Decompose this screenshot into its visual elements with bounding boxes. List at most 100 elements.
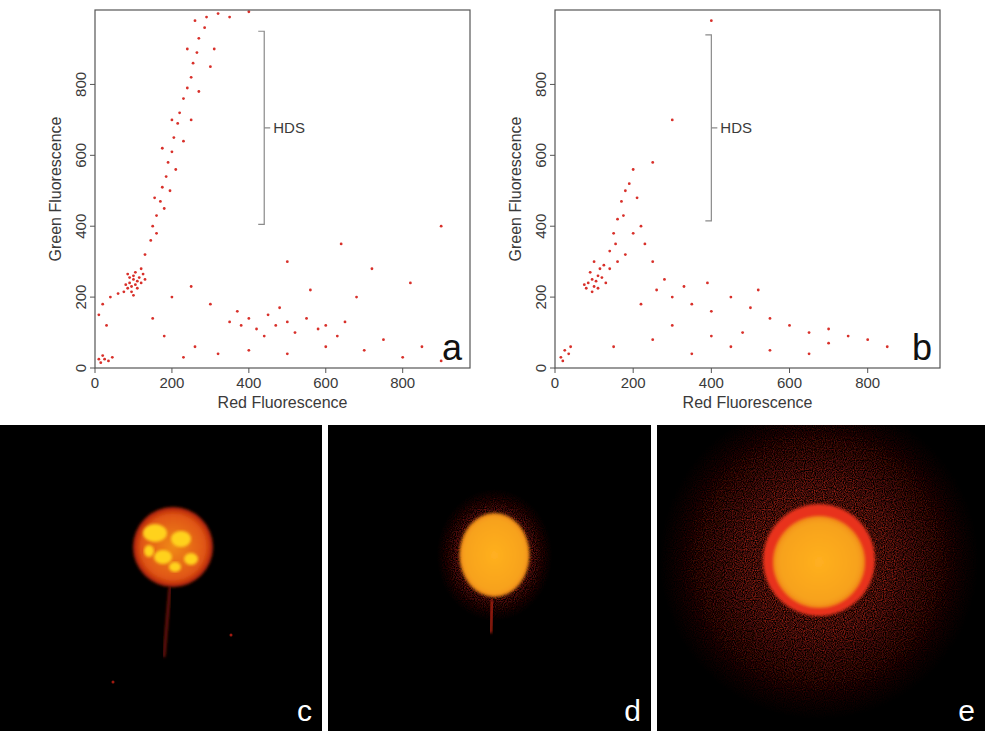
y-tick-label: 400: [532, 214, 549, 239]
point: [126, 273, 129, 276]
x-tick: [171, 368, 172, 373]
point: [144, 253, 147, 256]
x-tick-label: 0: [551, 374, 559, 391]
point: [655, 289, 658, 292]
chart: 02004006008000200400600800Red Fluorescen…: [47, 10, 470, 411]
point: [593, 260, 596, 263]
point: [122, 290, 125, 293]
point: [286, 352, 289, 355]
point: [671, 118, 674, 121]
cell-nucleus: [133, 507, 213, 587]
point: [827, 328, 830, 331]
point: [126, 287, 129, 290]
point: [663, 278, 666, 281]
point: [190, 118, 193, 121]
point: [886, 345, 889, 348]
x-tick: [95, 368, 96, 373]
panel-label: d: [624, 694, 641, 727]
point: [286, 321, 289, 324]
point: [101, 354, 104, 357]
point: [608, 267, 611, 270]
x-tick-label: 0: [91, 374, 99, 391]
point: [624, 189, 627, 192]
point: [336, 335, 339, 338]
point: [236, 310, 239, 313]
nucleus: [773, 516, 865, 608]
point: [153, 196, 156, 199]
point: [190, 285, 193, 288]
annotation: HDS: [273, 119, 305, 136]
point: [651, 338, 654, 341]
x-tick-label: 200: [159, 374, 184, 391]
bracket: [705, 35, 717, 221]
point: [421, 345, 424, 348]
point: [132, 278, 135, 281]
x-tick: [555, 368, 556, 373]
tail: [491, 600, 493, 633]
x-tick: [789, 368, 790, 373]
point: [371, 267, 374, 270]
speck: [230, 634, 233, 637]
point: [228, 321, 231, 324]
point: [169, 189, 172, 192]
point: [616, 260, 619, 263]
point: [134, 283, 137, 286]
halo: [659, 425, 979, 720]
point: [159, 200, 162, 203]
point: [247, 317, 250, 320]
point: [640, 303, 643, 306]
point: [567, 352, 570, 355]
point: [309, 289, 312, 292]
point: [190, 76, 193, 79]
point: [632, 168, 635, 171]
y-tick-label: 400: [72, 214, 89, 239]
point: [591, 278, 594, 281]
point: [440, 225, 443, 228]
point: [569, 345, 572, 348]
y-tick: [550, 297, 555, 298]
x-tick-label: 400: [699, 374, 724, 391]
point: [788, 324, 791, 327]
point: [643, 243, 646, 246]
y-tick-label: 600: [72, 143, 89, 168]
point: [671, 296, 674, 299]
point: [591, 290, 594, 293]
x-axis-title: Red Fluorescence: [218, 394, 348, 411]
point: [178, 111, 181, 114]
points: [97, 10, 442, 364]
x-tick: [402, 368, 403, 373]
bracket: [258, 31, 270, 224]
point: [263, 335, 266, 338]
point: [616, 218, 619, 221]
point: [155, 214, 158, 217]
point: [194, 19, 197, 22]
point: [710, 335, 713, 338]
y-tick: [90, 368, 95, 369]
chromatin: [171, 531, 191, 547]
point: [601, 276, 604, 279]
x-tick: [711, 368, 712, 373]
point: [247, 10, 250, 13]
point: [324, 345, 327, 348]
point: [382, 338, 385, 341]
y-tick-label: 600: [532, 143, 549, 168]
y-tick: [550, 226, 555, 227]
y-tick: [550, 368, 555, 369]
point: [561, 360, 564, 363]
nucleus: [460, 513, 530, 597]
point: [138, 276, 141, 279]
y-tick: [550, 84, 555, 85]
x-tick-label: 800: [390, 374, 415, 391]
point: [651, 260, 654, 263]
speck: [112, 681, 115, 684]
point: [847, 335, 850, 338]
point: [130, 290, 133, 293]
x-tick-label: 600: [777, 374, 802, 391]
inner-halo: [763, 504, 875, 616]
point: [99, 361, 102, 364]
point: [612, 345, 615, 348]
point: [827, 342, 830, 345]
point: [808, 352, 811, 355]
point: [213, 48, 216, 51]
y-tick-label: 800: [72, 72, 89, 97]
